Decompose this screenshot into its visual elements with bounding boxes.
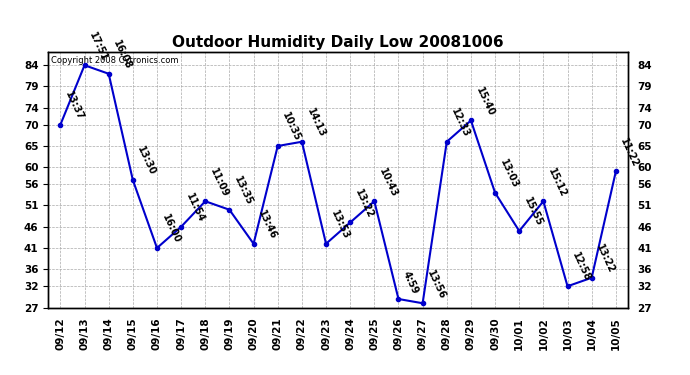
Text: 15:12: 15:12 bbox=[546, 166, 569, 198]
Text: Copyright 2008 Cytronics.com: Copyright 2008 Cytronics.com bbox=[51, 56, 179, 65]
Text: 13:30: 13:30 bbox=[136, 145, 158, 177]
Text: 13:56: 13:56 bbox=[426, 268, 448, 300]
Text: 4:59: 4:59 bbox=[402, 270, 421, 296]
Text: 15:40: 15:40 bbox=[474, 86, 496, 118]
Text: 16:08: 16:08 bbox=[112, 39, 134, 71]
Text: 14:13: 14:13 bbox=[305, 106, 327, 139]
Text: 11:22: 11:22 bbox=[619, 136, 641, 169]
Text: 13:03: 13:03 bbox=[498, 158, 520, 190]
Text: 12:58: 12:58 bbox=[571, 251, 593, 284]
Text: 12:33: 12:33 bbox=[450, 106, 472, 139]
Text: 17:51: 17:51 bbox=[88, 30, 110, 63]
Text: 13:35: 13:35 bbox=[233, 175, 255, 207]
Text: 16:00: 16:00 bbox=[160, 213, 182, 245]
Text: 13:46: 13:46 bbox=[257, 209, 279, 241]
Title: Outdoor Humidity Daily Low 20081006: Outdoor Humidity Daily Low 20081006 bbox=[172, 35, 504, 50]
Text: 13:22: 13:22 bbox=[353, 188, 375, 220]
Text: 10:35: 10:35 bbox=[281, 111, 303, 143]
Text: 11:54: 11:54 bbox=[184, 192, 206, 224]
Text: 13:22: 13:22 bbox=[595, 243, 617, 275]
Text: 15:55: 15:55 bbox=[522, 196, 544, 228]
Text: 10:43: 10:43 bbox=[377, 166, 400, 198]
Text: 13:53: 13:53 bbox=[329, 209, 351, 241]
Text: 11:09: 11:09 bbox=[208, 166, 230, 198]
Text: 13:37: 13:37 bbox=[63, 90, 86, 122]
